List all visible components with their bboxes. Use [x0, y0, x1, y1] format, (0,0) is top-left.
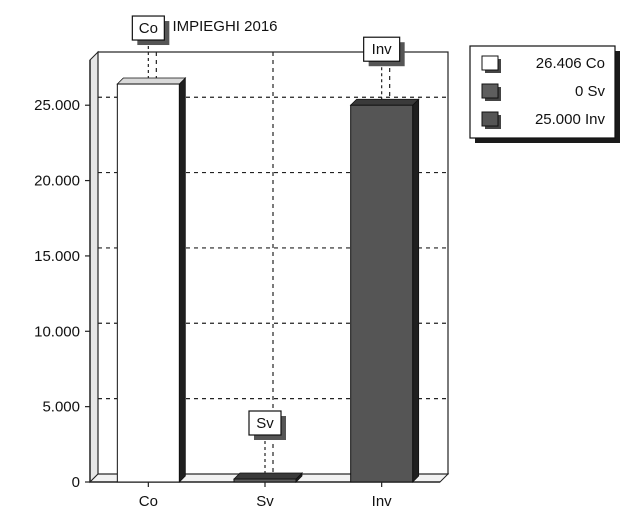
y-tick-label: 15.000	[34, 248, 80, 265]
y-tick-label: 25.000	[34, 97, 80, 114]
bar-side	[412, 98, 420, 483]
x-tick-label: Co	[139, 493, 158, 510]
bar-top	[116, 77, 187, 85]
bar-data-label: Sv	[256, 415, 274, 432]
legend-swatch	[481, 83, 499, 99]
bar-top	[349, 98, 420, 106]
bar-sv[interactable]	[233, 478, 297, 483]
bar-inv[interactable]	[350, 104, 414, 483]
legend: 26.406 Co 0 Sv 25.000 Inv	[469, 45, 620, 143]
x-tick-label: Inv	[372, 493, 393, 510]
legend-entry: 25.000 Inv	[535, 111, 606, 128]
legend-entry: 26.406 Co	[536, 55, 605, 72]
x-tick-label: Sv	[256, 493, 274, 510]
y-tick-label: 10.000	[34, 323, 80, 340]
y-tick-label: 0	[72, 474, 80, 491]
bar-co[interactable]	[116, 83, 180, 483]
label-box	[131, 15, 165, 41]
y-tick-label: 5.000	[42, 399, 80, 416]
label-box	[248, 410, 282, 436]
bar-data-label: Inv	[372, 41, 393, 58]
legend-swatch	[481, 55, 499, 71]
legend-swatch	[481, 111, 499, 127]
bar-data-label: Co	[139, 20, 158, 37]
bar-side	[178, 77, 186, 483]
plot-area: 0 5.000 10.000 15.000 20.000 25.000 Co Co Sv Sv In…	[34, 15, 450, 510]
label-box	[363, 36, 401, 62]
chart-title: IMPIEGHI 2016	[172, 18, 277, 35]
legend-entry: 0 Sv	[575, 83, 606, 100]
plot-side-wall	[89, 50, 99, 484]
y-tick-label: 20.000	[34, 173, 80, 190]
bar-top	[233, 472, 303, 480]
